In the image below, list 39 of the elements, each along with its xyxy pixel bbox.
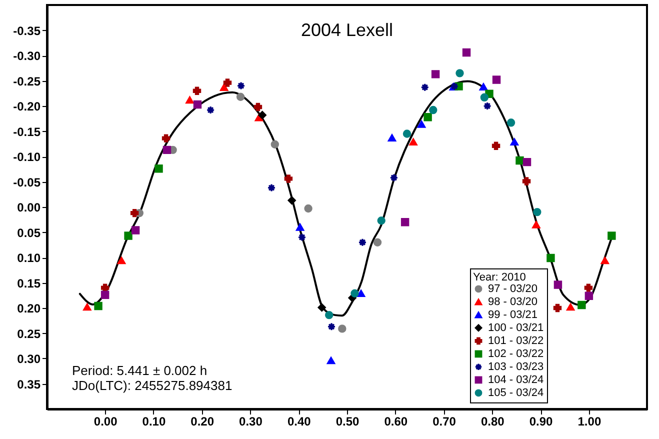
y-tick-label: 0.15 [17,276,41,290]
y-tick-label: 0.00 [17,200,41,214]
y-tick-label: 0.30 [17,352,41,366]
annotation: JDo(LTC): 2455275.894381 [72,378,232,393]
y-tick-label: 0.25 [17,326,41,341]
y-tick-label: -0.10 [13,150,41,164]
x-tick-label: 0.60 [384,414,408,428]
y-tick-label: 0.10 [17,251,41,265]
legend-label: 97 - 03/20 [488,282,538,295]
x-tick-label: 1.00 [578,414,602,428]
x-tick-label: 0.20 [190,414,214,428]
legend-label: 98 - 03/20 [488,296,538,308]
y-tick-label: 0.05 [17,226,41,240]
y-tick-label: -0.05 [13,175,41,190]
x-tick-label: 0.80 [480,414,505,428]
legend-label: 101 - 03/22 [488,334,544,347]
x-tick-label: 0.70 [432,414,456,428]
x-tick-label: 0.90 [529,414,554,428]
legend-label: 100 - 03/21 [488,322,544,334]
y-tick-label: -0.15 [13,124,41,139]
legend-title: Year: 2010 [473,271,526,284]
x-tick-label: 0.10 [142,414,166,428]
x-tick-label: 0.40 [287,414,312,428]
y-tick-label: 0.35 [17,377,41,392]
x-tick-label: 0.30 [239,414,263,428]
y-tick-label: -0.35 [13,24,41,38]
legend-label: 105 - 03/24 [488,386,544,399]
x-tick-label: 0.50 [336,414,360,428]
legend-label: 102 - 03/22 [488,348,544,360]
y-tick-label: 0.20 [17,302,41,316]
y-tick-label: -0.30 [13,49,41,63]
legend-label: 103 - 03/23 [488,360,544,373]
y-tick-label: -0.20 [13,100,41,114]
x-tick-label: 0.00 [94,414,118,428]
legend-label: 99 - 03/21 [488,308,538,321]
annotation: Period: 5.441 ± 0.002 h [72,363,208,378]
y-tick-label: -0.25 [13,74,41,88]
text: 2004 Lexell [300,20,394,40]
legend-label: 104 - 03/24 [488,374,544,386]
